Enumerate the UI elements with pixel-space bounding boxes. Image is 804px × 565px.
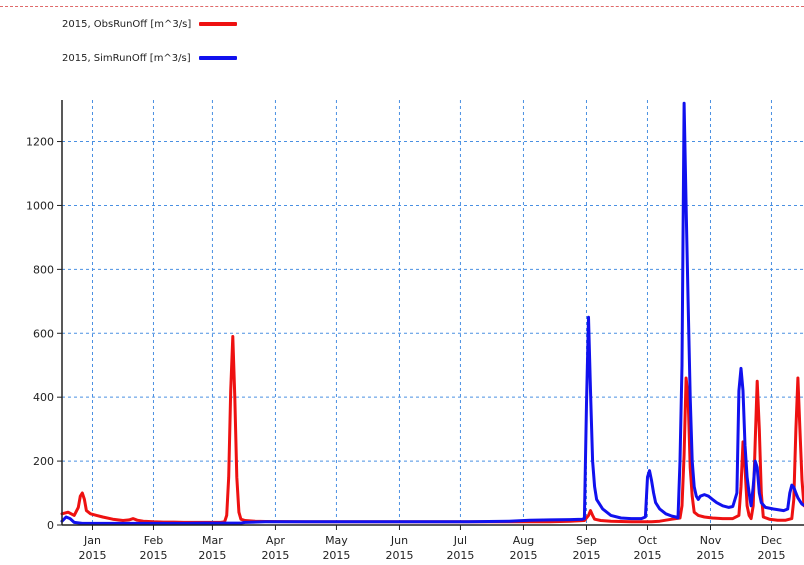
x-tick-year: 2015: [261, 549, 289, 562]
y-tick-label: 1200: [26, 136, 54, 149]
x-tick-year: 2015: [322, 549, 350, 562]
x-tick-year: 2015: [509, 549, 537, 562]
y-tick-label: 800: [33, 263, 54, 276]
x-tick-year: 2015: [757, 549, 785, 562]
legend-label-obs: 2015, ObsRunOff [m^3/s]: [62, 18, 192, 30]
y-tick-label: 0: [47, 519, 54, 532]
legend-label-sim: 2015, SimRunOff [m^3/s]: [62, 52, 191, 64]
x-tick-month: Apr: [266, 534, 286, 547]
x-tick-month: Mar: [202, 534, 223, 547]
x-tick-year: 2015: [385, 549, 413, 562]
y-tick-label: 1000: [26, 199, 54, 212]
x-tick-year: 2015: [78, 549, 106, 562]
y-tick-label: 400: [33, 391, 54, 404]
chart-axes: [57, 100, 804, 530]
x-tick-year: 2015: [633, 549, 661, 562]
x-tick-month: Jul: [453, 534, 467, 547]
x-tick-month: Aug: [513, 534, 534, 547]
series-line-sim: [60, 101, 804, 525]
x-tick-month: Jan: [83, 534, 101, 547]
chart-tick-labels: 0 200 400 600 800 1000 1200 Jan 2015 Feb 2015 Mar 20…: [26, 136, 785, 562]
top-dashed-border: [0, 6, 804, 7]
x-tick-month: Jun: [390, 534, 408, 547]
y-tick-label: 200: [33, 455, 54, 468]
chart-series-layer: [60, 101, 804, 525]
x-tick-month: Dec: [761, 534, 782, 547]
x-tick-year: 2015: [198, 549, 226, 562]
x-tick-month: Feb: [144, 534, 163, 547]
x-tick-month: Oct: [638, 534, 658, 547]
legend-item-obs: 2015, ObsRunOff [m^3/s]: [62, 16, 238, 32]
x-tick-month: May: [325, 534, 348, 547]
legend-swatch-obs: [199, 22, 238, 26]
legend-swatch-sim: [198, 56, 237, 60]
series-line-obs: [60, 335, 804, 524]
x-tick-year: 2015: [139, 549, 167, 562]
x-tick-month: Sep: [576, 534, 597, 547]
x-tick-year: 2015: [696, 549, 724, 562]
y-tick-label: 600: [33, 327, 54, 340]
x-tick-year: 2015: [572, 549, 600, 562]
x-tick-year: 2015: [446, 549, 474, 562]
legend-item-sim: 2015, SimRunOff [m^3/s]: [62, 50, 237, 66]
x-tick-month: Nov: [700, 534, 722, 547]
